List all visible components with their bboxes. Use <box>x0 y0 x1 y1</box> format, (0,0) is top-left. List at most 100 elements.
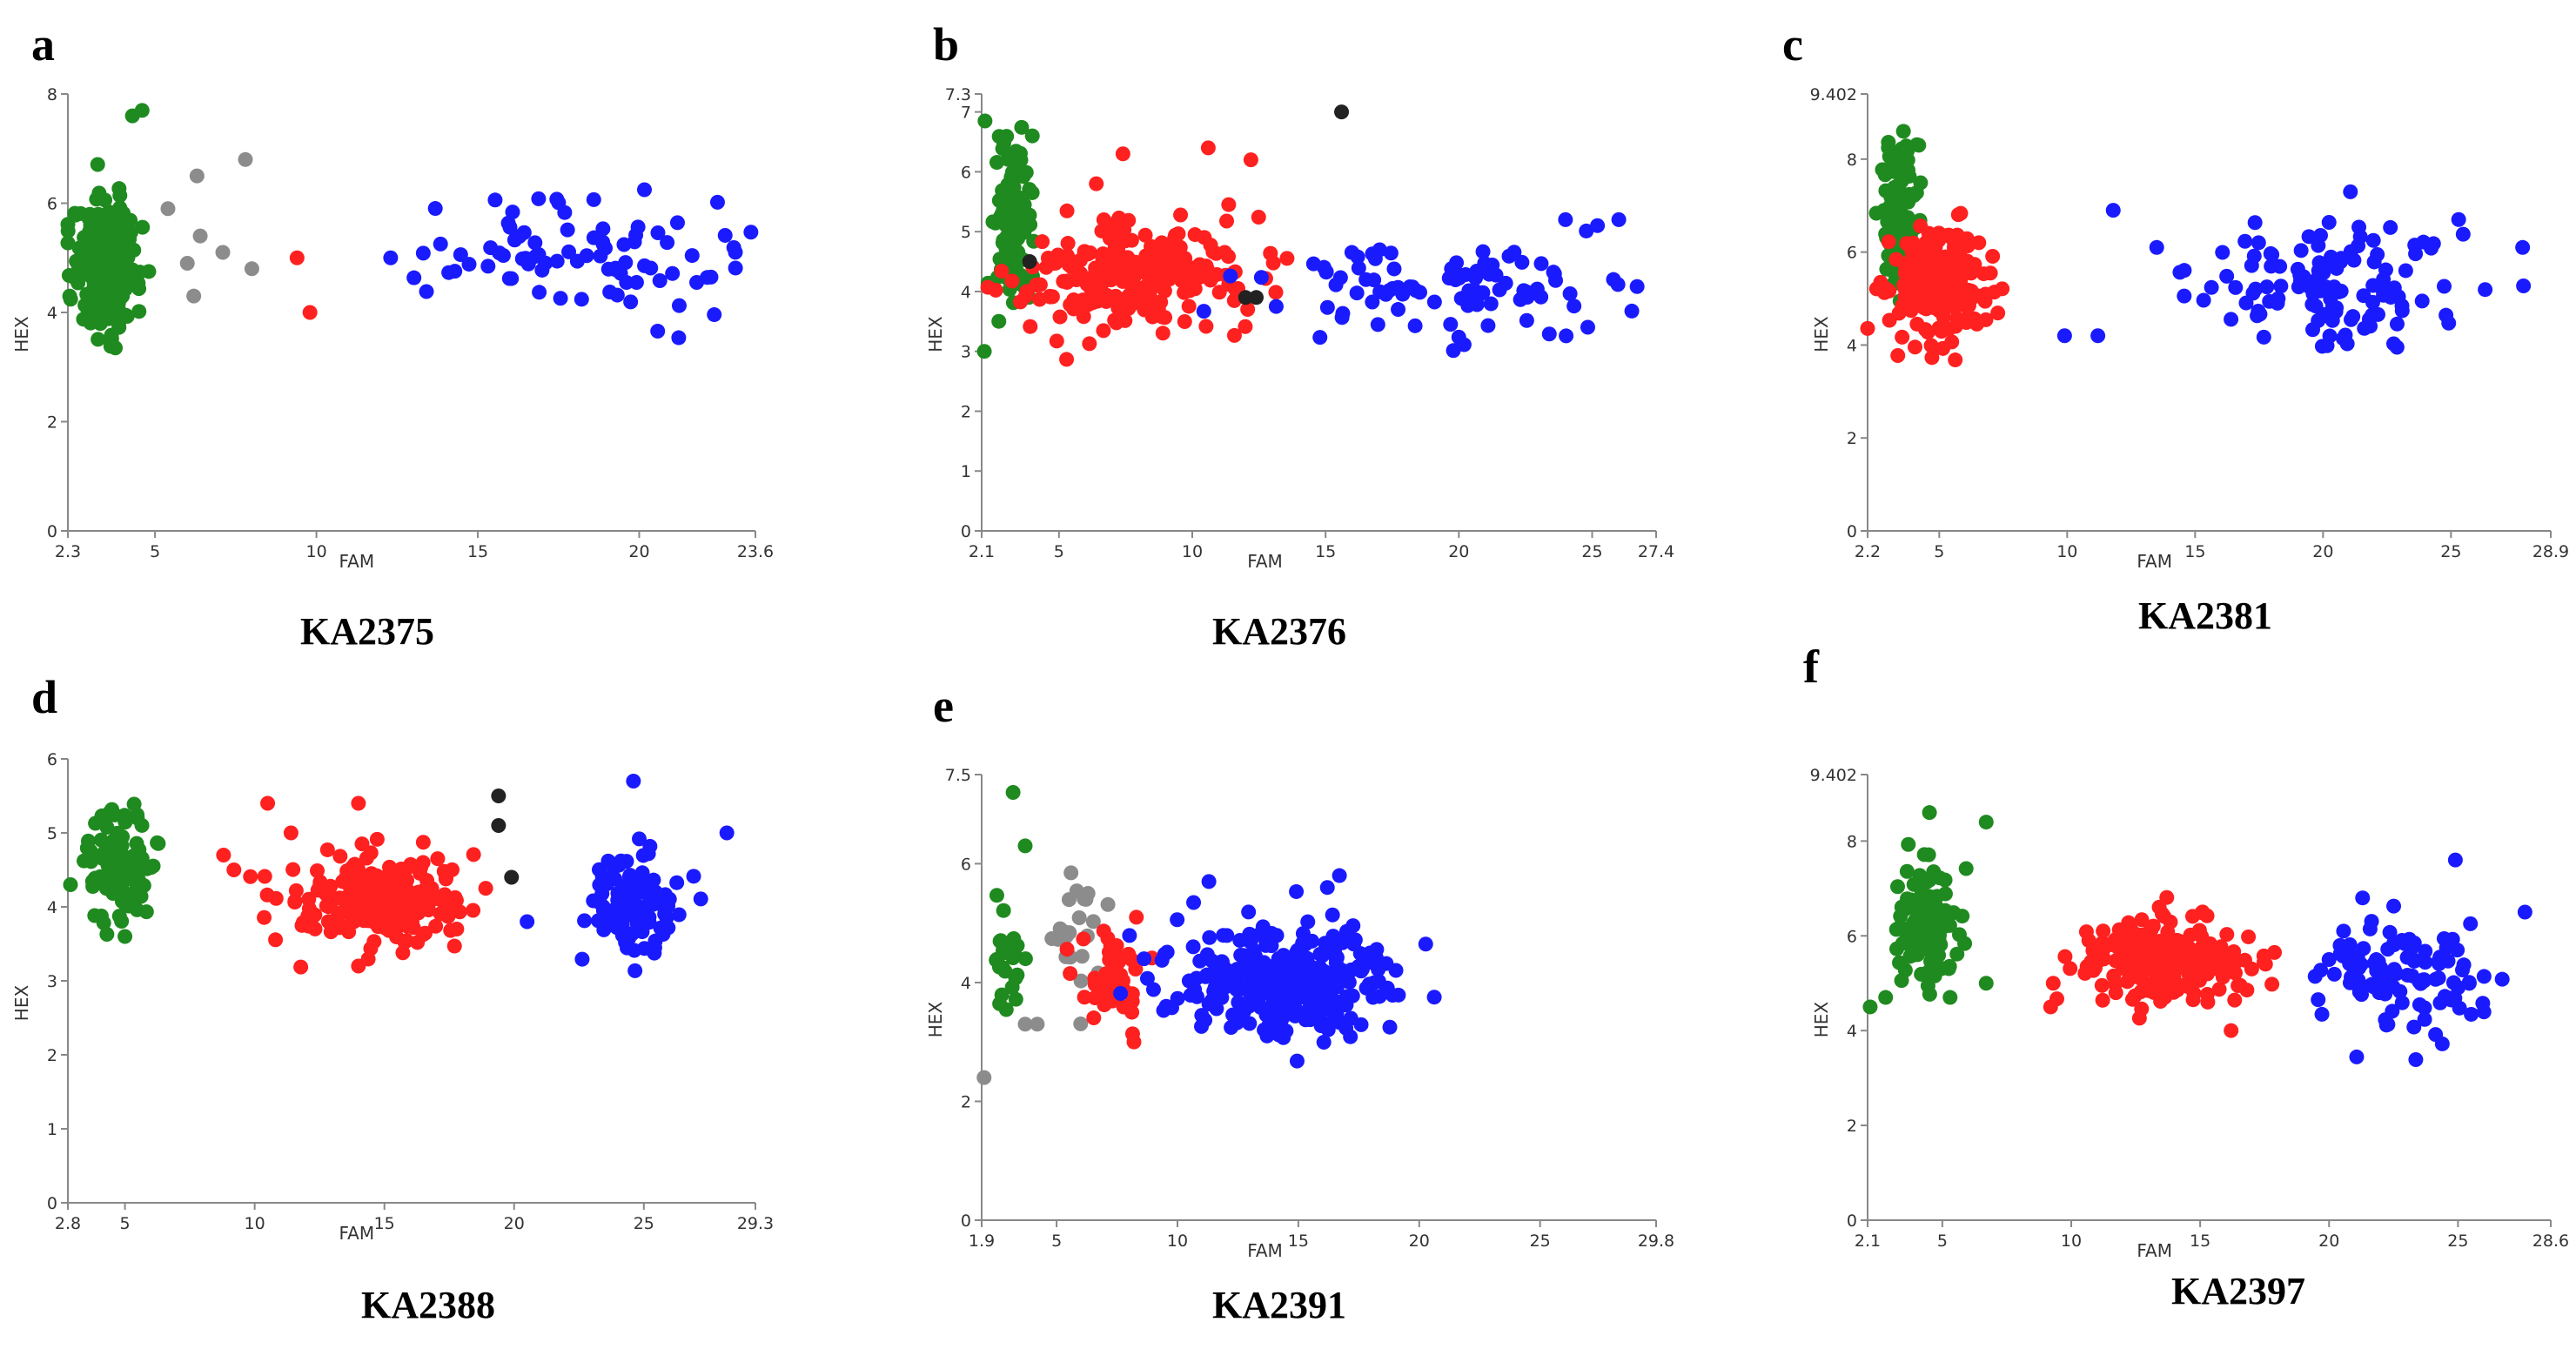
y-axis-label: HEX <box>925 1002 946 1038</box>
data-point-red <box>1032 292 1048 307</box>
data-point-green <box>85 289 101 305</box>
data-point-red <box>2219 963 2235 978</box>
data-point-blue <box>2271 291 2286 306</box>
data-point-blue <box>2251 235 2266 251</box>
data-point-blue <box>1310 990 1325 1006</box>
data-point-blue <box>2464 1006 2479 1022</box>
data-point-blue <box>1219 928 1235 943</box>
data-point-blue <box>2357 320 2372 336</box>
data-point-blue <box>1332 1015 1347 1030</box>
data-point-blue <box>613 889 628 904</box>
data-point-blue <box>1345 918 1361 934</box>
data-point-blue <box>1204 993 1219 1009</box>
data-point-blue <box>2215 245 2231 260</box>
data-point-green <box>124 108 140 124</box>
data-point-red <box>1977 286 1993 302</box>
data-point-red <box>1077 990 1092 1005</box>
data-point-blue <box>1371 973 1386 989</box>
data-point-blue <box>1247 948 1263 963</box>
data-point-blue <box>2105 203 2121 218</box>
data-point-green <box>80 833 96 849</box>
data-point-blue <box>1277 1004 1292 1020</box>
data-point-red <box>243 869 258 884</box>
data-point-red <box>1923 226 1939 242</box>
data-point-blue <box>1170 912 1185 928</box>
y-tick-label: 7.5 <box>945 766 971 785</box>
data-point-blue <box>1309 1009 1325 1024</box>
data-point-red <box>1063 966 1078 982</box>
data-point-blue <box>1606 272 1621 287</box>
data-point-blue <box>453 247 468 263</box>
data-point-blue <box>1300 914 1316 930</box>
data-point-red <box>1976 266 1991 282</box>
data-point-green <box>992 933 1008 949</box>
data-point-blue <box>557 205 573 220</box>
data-point-blue <box>623 294 639 310</box>
data-point-red <box>980 279 996 295</box>
data-point-red <box>2081 933 2096 949</box>
x-tick-label: 10 <box>245 1214 265 1233</box>
data-point-red <box>449 922 465 937</box>
data-point-blue <box>505 205 520 220</box>
data-point-green <box>60 235 76 251</box>
data-point-red <box>1882 312 1897 328</box>
data-point-red <box>1004 273 1020 289</box>
data-point-green <box>60 223 76 238</box>
data-point-red <box>1171 226 1186 242</box>
data-point-gray <box>1080 886 1096 902</box>
data-point-blue <box>1241 904 1257 920</box>
data-point-green <box>91 874 106 889</box>
data-point-red <box>1128 961 1144 977</box>
data-point-red <box>1124 279 1140 295</box>
data-point-blue <box>627 963 643 978</box>
data-point-blue <box>2451 211 2466 227</box>
data-point-blue <box>1443 317 1459 332</box>
data-point-blue <box>1145 982 1161 997</box>
data-point-blue <box>1350 249 1365 265</box>
data-point-blue <box>1268 299 1284 314</box>
data-point-red <box>283 825 299 841</box>
data-point-red <box>1909 316 1925 332</box>
data-point-red <box>1946 239 1962 255</box>
data-point-green <box>999 129 1015 144</box>
data-point-red <box>466 847 481 862</box>
data-point-blue <box>2264 258 2279 274</box>
data-point-blue <box>1186 895 1202 910</box>
data-point-blue <box>2256 329 2271 345</box>
caption-ka2391: KA2391 <box>1212 1284 1346 1326</box>
data-point-green <box>1922 805 1937 821</box>
data-point-blue <box>626 892 641 908</box>
data-point-blue <box>1192 953 1208 969</box>
data-point-green <box>117 929 133 944</box>
data-point-red <box>1868 281 1884 297</box>
data-point-blue <box>2351 219 2367 235</box>
data-point-blue <box>2219 268 2235 284</box>
data-point-red <box>1240 301 1256 317</box>
x-tick-label: 5 <box>120 1214 131 1233</box>
data-point-green <box>114 894 130 909</box>
data-point-blue <box>2407 952 2423 968</box>
data-point-red <box>1897 289 1913 305</box>
data-point-green <box>1923 903 1939 919</box>
data-point-green <box>1017 951 1033 967</box>
data-point-blue <box>654 896 669 912</box>
data-point-green <box>1895 160 1911 176</box>
data-point-red <box>1145 272 1161 287</box>
data-point-red <box>1056 273 1071 289</box>
data-point-green <box>1911 138 1927 153</box>
y-tick-label: 4 <box>1847 336 1857 355</box>
data-point-red <box>2121 915 2137 930</box>
data-point-red <box>2114 953 2130 969</box>
data-point-red <box>364 866 379 882</box>
data-point-blue <box>2406 1019 2422 1035</box>
data-point-red <box>2199 966 2215 982</box>
data-point-red <box>2219 927 2235 943</box>
data-point-red <box>1099 269 1115 285</box>
data-point-red <box>1268 285 1284 300</box>
data-point-blue <box>1446 343 1461 359</box>
data-point-blue <box>532 285 547 300</box>
data-point-green <box>112 853 128 869</box>
data-point-blue <box>2416 973 2432 989</box>
data-point-red <box>1142 287 1157 303</box>
data-point-blue <box>2322 328 2338 344</box>
